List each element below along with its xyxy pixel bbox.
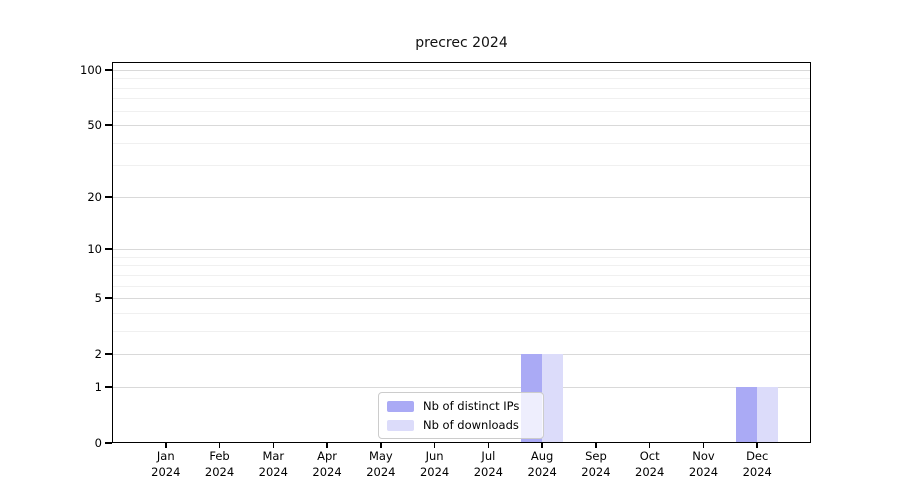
x-tick-label: Apr 2024	[312, 449, 342, 479]
y-tick-mark	[105, 353, 112, 355]
x-tick-label: Oct 2024	[635, 449, 665, 479]
x-tick-mark	[272, 443, 275, 448]
legend-label-distinct-ips: Nb of distinct IPs	[423, 399, 520, 413]
y-tick-label: 20	[87, 189, 102, 204]
minor-gridline	[112, 285, 811, 287]
y-tick-label: 50	[87, 118, 102, 133]
y-tick-label: 10	[87, 242, 102, 257]
bar-downloads	[757, 386, 779, 443]
x-tick-mark	[487, 443, 490, 448]
x-tick-mark	[595, 443, 597, 448]
x-tick-mark	[541, 443, 543, 448]
x-tick-label: Aug 2024	[527, 449, 557, 479]
x-tick-mark	[702, 443, 705, 448]
minor-gridline	[112, 330, 811, 332]
minor-gridline	[112, 265, 811, 267]
x-tick-label: Feb 2024	[204, 449, 235, 479]
y-tick-mark	[105, 442, 112, 444]
chart-title: precrec 2024	[415, 35, 508, 51]
plot-area: Nb of distinct IPs Nb of downloads	[112, 62, 811, 443]
minor-gridline	[112, 256, 811, 258]
y-tick-label: 1	[94, 379, 102, 394]
plot-frame	[112, 62, 811, 443]
x-tick-label: Mar 2024	[258, 449, 288, 479]
minor-gridline	[112, 165, 811, 167]
x-tick-mark	[433, 443, 436, 448]
y-tick-label: 5	[94, 291, 102, 306]
legend: Nb of distinct IPs Nb of downloads	[378, 392, 544, 439]
x-tick-label: Sep 2024	[581, 449, 611, 479]
y-tick-mark	[105, 297, 112, 299]
x-tick-label: May 2024	[366, 449, 396, 479]
y-tick-mark	[105, 69, 112, 71]
minor-gridline	[112, 87, 811, 89]
y-tick-mark	[105, 124, 112, 126]
minor-gridline	[112, 274, 811, 276]
major-gridline	[112, 298, 811, 300]
legend-swatch-downloads	[387, 419, 414, 431]
y-tick-mark	[105, 196, 112, 198]
y-tick-mark	[105, 386, 112, 388]
x-tick-label: Nov 2024	[688, 449, 719, 479]
y-tick-label: 0	[94, 436, 102, 450]
x-tick-mark	[648, 443, 651, 448]
major-gridline	[112, 354, 811, 356]
legend-item-distinct-ips: Nb of distinct IPs	[387, 399, 535, 413]
y-tick-mark	[105, 248, 112, 250]
bar-distinct-ips	[736, 386, 758, 443]
y-tick-label: 100	[80, 63, 102, 77]
x-tick-mark	[165, 443, 167, 448]
major-gridline	[112, 125, 811, 127]
x-tick-mark	[326, 443, 328, 448]
x-tick-mark	[756, 443, 758, 448]
legend-label-downloads: Nb of downloads	[423, 418, 519, 432]
minor-gridline	[112, 78, 811, 80]
x-tick-label: Jul 2024	[473, 449, 504, 479]
x-tick-mark	[380, 443, 382, 448]
bar-downloads	[542, 354, 564, 443]
minor-gridline	[112, 110, 811, 112]
major-gridline	[112, 70, 811, 71]
legend-item-downloads: Nb of downloads	[387, 418, 535, 432]
major-gridline	[112, 196, 811, 198]
x-tick-mark	[218, 443, 221, 448]
x-tick-label: Jan 2024	[151, 449, 181, 479]
minor-gridline	[112, 312, 811, 314]
y-tick-label: 2	[94, 347, 102, 362]
x-tick-label: Dec 2024	[742, 449, 772, 479]
x-tick-label: Jun 2024	[419, 449, 450, 479]
minor-gridline	[112, 142, 811, 144]
major-gridline	[112, 249, 811, 251]
minor-gridline	[112, 98, 811, 100]
legend-swatch-distinct-ips	[387, 400, 414, 412]
major-gridline	[112, 386, 811, 388]
